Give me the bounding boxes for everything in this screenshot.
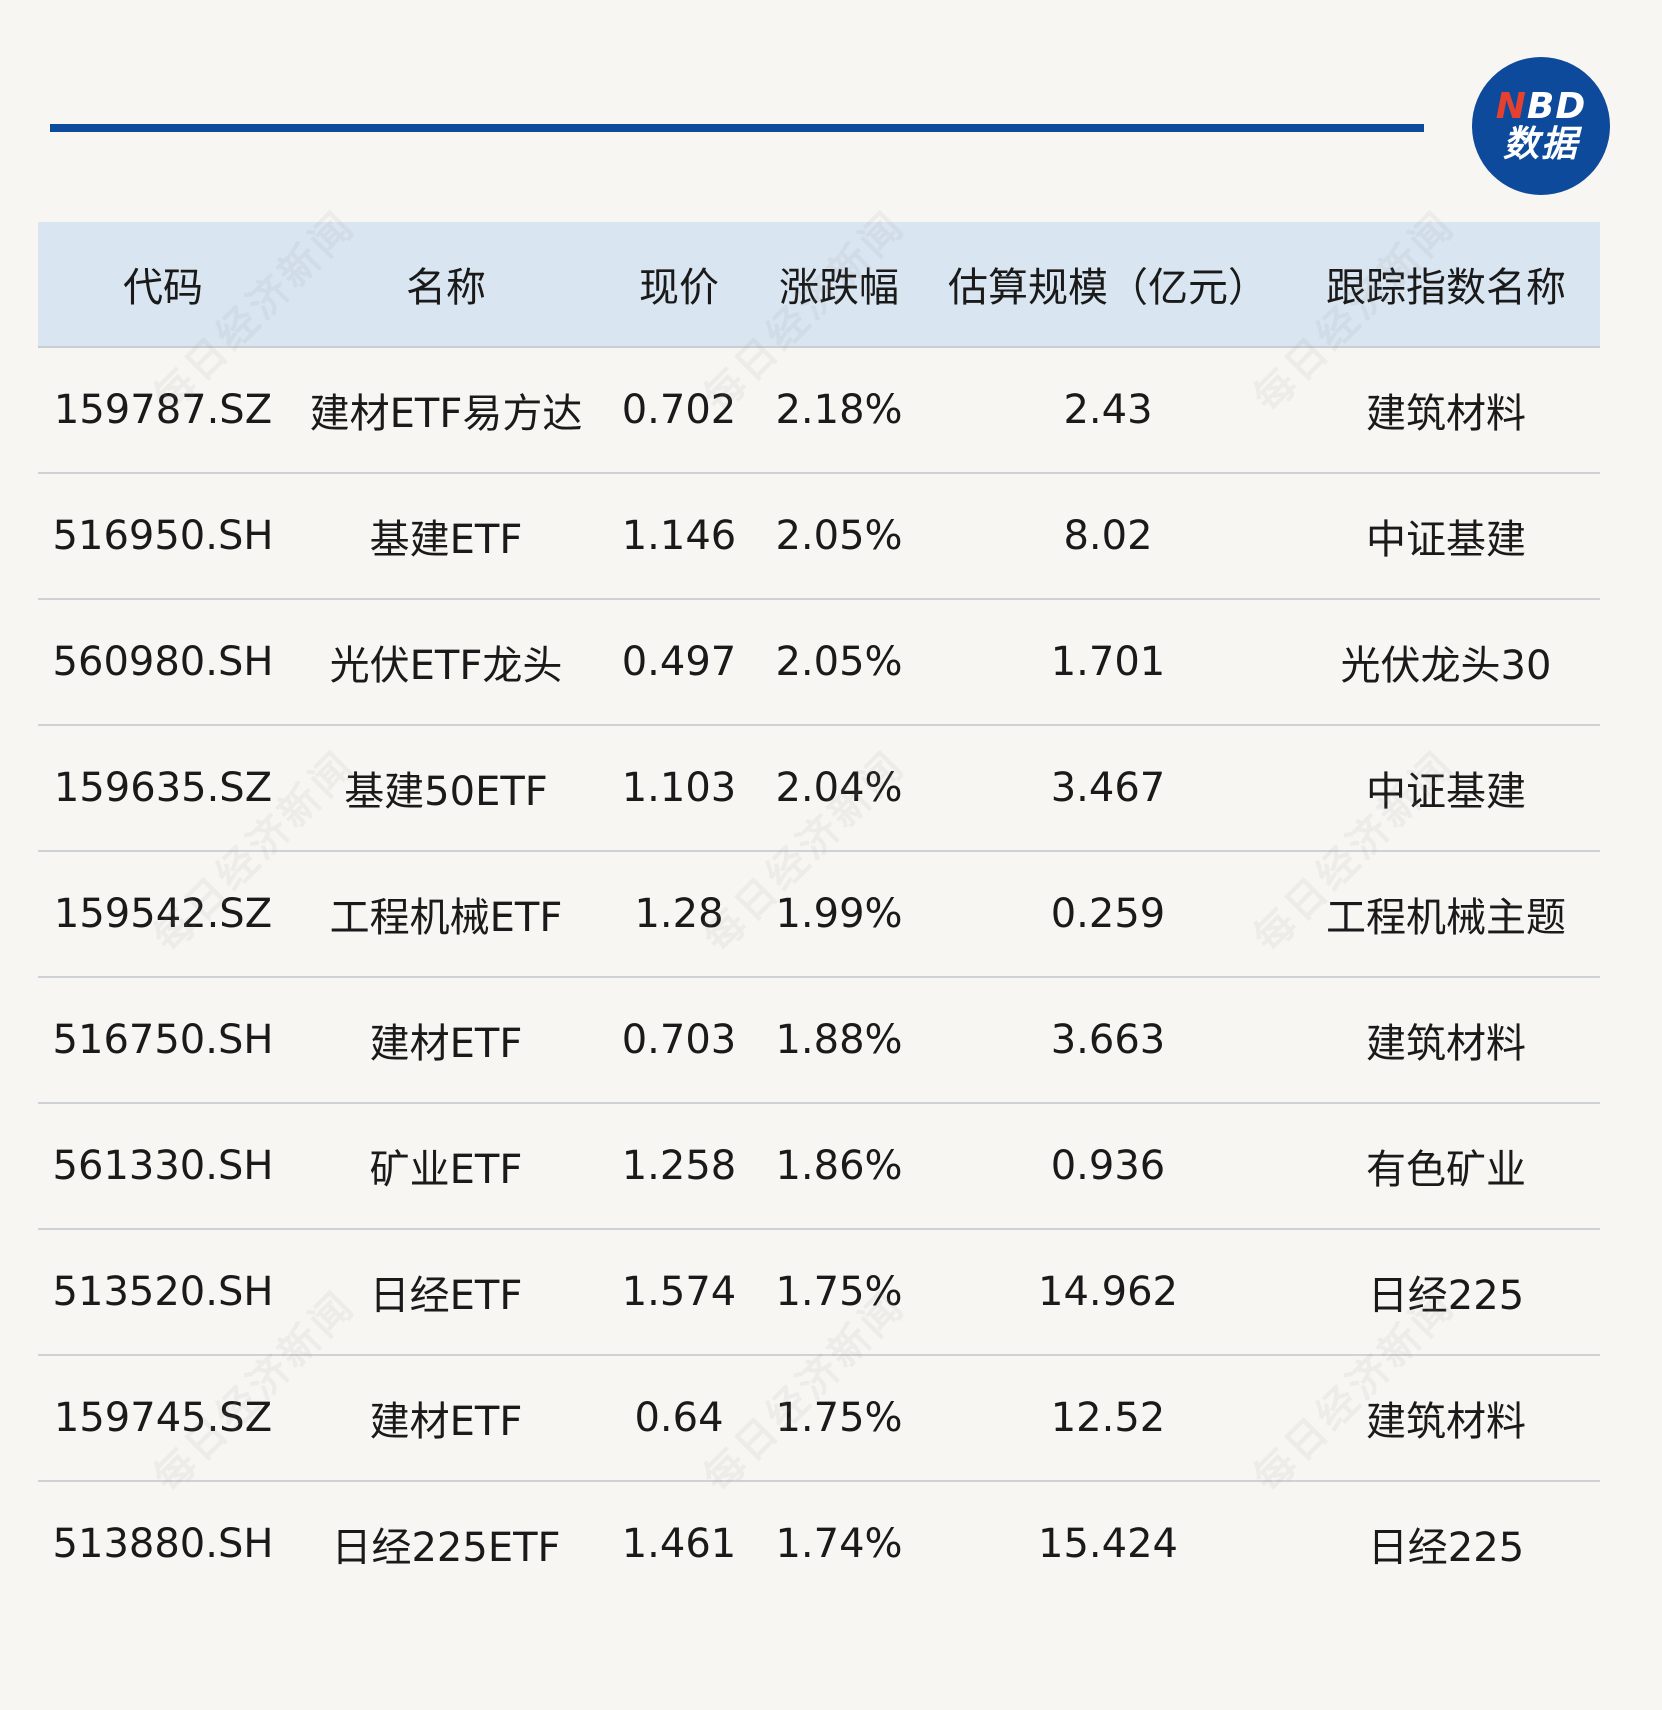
cell-change: 2.05% xyxy=(775,513,903,559)
cell-scale: 14.962 xyxy=(1038,1269,1178,1315)
cell-index: 日经225 xyxy=(1367,1273,1525,1319)
cell-name: 建材ETF xyxy=(369,1399,523,1445)
cell-change: 1.88% xyxy=(775,1017,903,1063)
cell-price: 0.64 xyxy=(634,1395,724,1441)
table-row: 159542.SZ 工程机械ETF 1.28 1.99% 0.259 工程机械主… xyxy=(38,852,1600,978)
cell-change: 1.74% xyxy=(775,1521,903,1567)
cell-price: 1.146 xyxy=(621,513,737,559)
cell-change: 2.05% xyxy=(775,639,903,685)
cell-name: 建材ETF xyxy=(369,1021,523,1067)
cell-code: 513520.SH xyxy=(52,1269,274,1315)
top-divider-line xyxy=(50,124,1424,132)
cell-change: 1.86% xyxy=(775,1143,903,1189)
cell-index: 中证基建 xyxy=(1366,517,1526,563)
cell-index: 日经225 xyxy=(1367,1525,1525,1571)
table-row: 159635.SZ 基建50ETF 1.103 2.04% 3.467 中证基建 xyxy=(38,726,1600,852)
header-change: 涨跌幅 xyxy=(779,265,899,311)
nbd-data-logo: NBD 数据 xyxy=(1472,57,1610,195)
logo-letters-bd: BD xyxy=(1526,86,1587,128)
table-row: 560980.SH 光伏ETF龙头 0.497 2.05% 1.701 光伏龙头… xyxy=(38,600,1600,726)
cell-code: 513880.SH xyxy=(52,1521,274,1567)
cell-code: 516750.SH xyxy=(52,1017,274,1063)
cell-name: 基建50ETF xyxy=(344,769,548,815)
header-code: 代码 xyxy=(123,265,203,311)
logo-letter-n: N xyxy=(1495,86,1527,128)
cell-code: 516950.SH xyxy=(52,513,274,559)
cell-name: 工程机械ETF xyxy=(329,895,563,941)
header-price: 现价 xyxy=(639,265,719,311)
cell-name: 基建ETF xyxy=(369,517,523,563)
cell-name: 矿业ETF xyxy=(369,1147,523,1193)
logo-text-bottom: 数据 xyxy=(1502,124,1579,165)
cell-scale: 12.52 xyxy=(1050,1395,1166,1441)
table-row: 516750.SH 建材ETF 0.703 1.88% 3.663 建筑材料 xyxy=(38,978,1600,1104)
cell-name: 建材ETF易方达 xyxy=(309,391,583,437)
cell-name: 光伏ETF龙头 xyxy=(329,643,563,689)
cell-change: 1.75% xyxy=(775,1269,903,1315)
cell-code: 159787.SZ xyxy=(53,387,273,433)
cell-scale: 2.43 xyxy=(1063,387,1153,433)
header-index: 跟踪指数名称 xyxy=(1326,265,1566,311)
cell-code: 561330.SH xyxy=(52,1143,274,1189)
cell-index: 建筑材料 xyxy=(1366,391,1526,437)
table-row: 159745.SZ 建材ETF 0.64 1.75% 12.52 建筑材料 xyxy=(38,1356,1600,1482)
cell-change: 1.75% xyxy=(775,1395,903,1441)
header-scale: 估算规模（亿元） xyxy=(948,265,1268,311)
table-row: 513520.SH 日经ETF 1.574 1.75% 14.962 日经225 xyxy=(38,1230,1600,1356)
cell-index: 建筑材料 xyxy=(1366,1399,1526,1445)
cell-scale: 3.467 xyxy=(1050,765,1166,811)
cell-price: 1.574 xyxy=(621,1269,737,1315)
cell-scale: 1.701 xyxy=(1050,639,1166,685)
cell-price: 1.103 xyxy=(621,765,737,811)
cell-code: 159542.SZ xyxy=(53,891,273,937)
cell-index: 有色矿业 xyxy=(1366,1147,1526,1193)
table-row: 516950.SH 基建ETF 1.146 2.05% 8.02 中证基建 xyxy=(38,474,1600,600)
cell-price: 0.703 xyxy=(621,1017,737,1063)
cell-price: 1.258 xyxy=(621,1143,737,1189)
cell-code: 560980.SH xyxy=(52,639,274,685)
table-row: 159787.SZ 建材ETF易方达 0.702 2.18% 2.43 建筑材料 xyxy=(38,348,1600,474)
cell-index: 中证基建 xyxy=(1366,769,1526,815)
cell-scale: 15.424 xyxy=(1038,1521,1178,1567)
cell-price: 1.461 xyxy=(621,1521,737,1567)
cell-change: 1.99% xyxy=(775,891,903,937)
cell-scale: 0.259 xyxy=(1050,891,1166,937)
logo-text-top: NBD xyxy=(1496,88,1586,126)
table-header-row: 代码 名称 现价 涨跌幅 估算规模（亿元） 跟踪指数名称 xyxy=(38,222,1600,348)
cell-code: 159745.SZ xyxy=(53,1395,273,1441)
cell-scale: 0.936 xyxy=(1050,1143,1166,1189)
cell-name: 日经ETF xyxy=(369,1273,523,1319)
cell-change: 2.04% xyxy=(775,765,903,811)
cell-code: 159635.SZ xyxy=(53,765,273,811)
cell-scale: 8.02 xyxy=(1063,513,1153,559)
table-row: 513880.SH 日经225ETF 1.461 1.74% 15.424 日经… xyxy=(38,1482,1600,1606)
cell-index: 建筑材料 xyxy=(1366,1021,1526,1067)
cell-price: 0.702 xyxy=(621,387,737,433)
cell-index: 光伏龙头30 xyxy=(1340,643,1552,689)
table-row: 561330.SH 矿业ETF 1.258 1.86% 0.936 有色矿业 xyxy=(38,1104,1600,1230)
header-name: 名称 xyxy=(406,265,486,311)
etf-table: 代码 名称 现价 涨跌幅 估算规模（亿元） 跟踪指数名称 159787.SZ 建… xyxy=(38,222,1600,1606)
cell-price: 1.28 xyxy=(634,891,724,937)
cell-change: 2.18% xyxy=(775,387,903,433)
cell-scale: 3.663 xyxy=(1050,1017,1166,1063)
cell-price: 0.497 xyxy=(621,639,737,685)
cell-name: 日经225ETF xyxy=(331,1525,561,1571)
cell-index: 工程机械主题 xyxy=(1326,895,1566,941)
